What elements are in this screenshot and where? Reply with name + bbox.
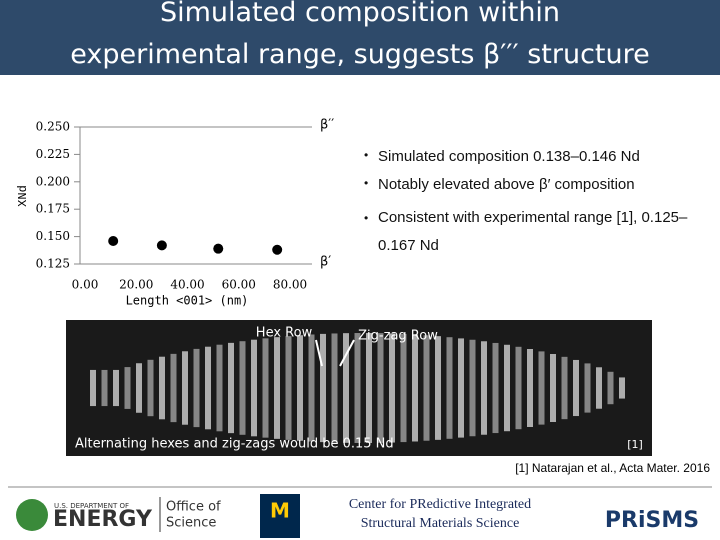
bullet: Simulated composition 0.138–0.146 Nd xyxy=(364,148,640,165)
atom-column xyxy=(90,369,96,407)
atom-column xyxy=(193,348,200,428)
atom-column xyxy=(297,335,303,441)
y-tick-label: 0.200 xyxy=(36,174,70,188)
bullet: Notably elevated above β′ composition xyxy=(364,176,635,193)
atom-column xyxy=(584,363,591,413)
atom-column xyxy=(515,346,522,430)
atom-column xyxy=(239,341,246,435)
y-axis-label: XNd xyxy=(16,185,30,207)
atom-column xyxy=(285,336,292,440)
title-line: Simulated composition within xyxy=(159,0,561,28)
micrograph xyxy=(66,320,652,456)
bullet: Consistent with experimental range [1], … xyxy=(364,204,698,260)
image-ref: [1] xyxy=(627,438,643,451)
atom-column xyxy=(504,344,510,432)
atom-column xyxy=(400,333,407,443)
atom-column xyxy=(619,377,625,399)
point xyxy=(213,243,224,254)
image-label: Zig-zag Row xyxy=(358,329,438,344)
atom-column xyxy=(182,351,188,425)
atom-column xyxy=(147,359,154,417)
atom-column xyxy=(124,367,131,409)
atom-column xyxy=(216,344,223,432)
atom-column xyxy=(458,338,464,438)
atom-column xyxy=(274,337,280,439)
atom-column xyxy=(435,336,441,440)
atom-column xyxy=(354,333,361,443)
um-logo-text: M xyxy=(270,499,290,523)
image-caption: Alternating hexes and zig-zags would be … xyxy=(75,437,394,452)
x-tick-label: 20.00 xyxy=(119,278,153,292)
atom-column xyxy=(170,353,177,423)
atom-column xyxy=(389,333,395,443)
atom-column xyxy=(343,333,349,443)
reference: [1] Natarajan et al., Acta Mater. 2016 xyxy=(515,461,710,475)
arrow xyxy=(315,339,323,367)
point xyxy=(272,244,283,255)
x-axis-label: Length <001> (nm) xyxy=(126,294,249,308)
atom-column xyxy=(205,346,211,430)
x-tick-label: 60.00 xyxy=(222,278,256,292)
atom-column xyxy=(377,333,384,443)
title-line: experimental range, suggests β′′′ struct… xyxy=(70,39,650,70)
atom-column xyxy=(262,338,269,438)
footer-center-text: Center for PRedictive Integrated xyxy=(349,497,531,512)
atom-column xyxy=(573,359,579,417)
footer-logo-text: Office of xyxy=(166,500,221,515)
point xyxy=(156,240,167,251)
atom-column xyxy=(596,367,602,409)
annotation: β′′ xyxy=(320,118,334,133)
atom-column xyxy=(561,356,568,420)
atom-column xyxy=(320,333,326,443)
atom-column xyxy=(446,337,453,439)
atom-column xyxy=(527,348,533,428)
atom-column xyxy=(366,333,372,443)
point xyxy=(108,235,119,246)
doe-seal xyxy=(16,499,48,531)
atom-column xyxy=(159,356,165,420)
atom-column xyxy=(331,333,338,443)
y-tick-label: 0.125 xyxy=(36,257,70,271)
header-band xyxy=(0,0,720,75)
atom-column xyxy=(136,363,142,413)
annotation: β′ xyxy=(320,255,331,270)
x-tick-label: 80.00 xyxy=(273,278,307,292)
atom-column xyxy=(412,334,418,442)
prisms-logo: PRiSMS xyxy=(605,508,699,533)
atom-column xyxy=(251,339,257,437)
footer-logo-text: Science xyxy=(166,516,216,531)
y-tick-label: 0.150 xyxy=(36,229,70,243)
atom-column xyxy=(423,335,430,441)
atom-column xyxy=(113,369,119,407)
atom-column xyxy=(492,342,499,434)
y-tick-label: 0.175 xyxy=(36,202,70,216)
atom-column xyxy=(228,342,234,434)
atom-column xyxy=(101,369,108,407)
atom-column xyxy=(308,334,315,442)
atom-column xyxy=(481,341,487,435)
footer-logo-text: U.S. DEPARTMENT OF xyxy=(54,502,129,510)
footer-center-text: Structural Materials Science xyxy=(361,516,520,531)
arrow xyxy=(339,339,355,367)
y-tick-label: 0.250 xyxy=(36,120,70,134)
atom-column xyxy=(607,371,614,405)
y-tick-label: 0.225 xyxy=(36,147,70,161)
um-logo xyxy=(260,494,300,538)
atom-column xyxy=(469,339,476,437)
footer-logo-text: ENERGY xyxy=(53,507,153,532)
x-tick-label: 40.00 xyxy=(170,278,204,292)
atom-column xyxy=(550,353,556,423)
image-label: Hex Row xyxy=(256,326,313,341)
x-tick-label: 0.00 xyxy=(72,278,99,292)
atom-column xyxy=(538,351,545,425)
